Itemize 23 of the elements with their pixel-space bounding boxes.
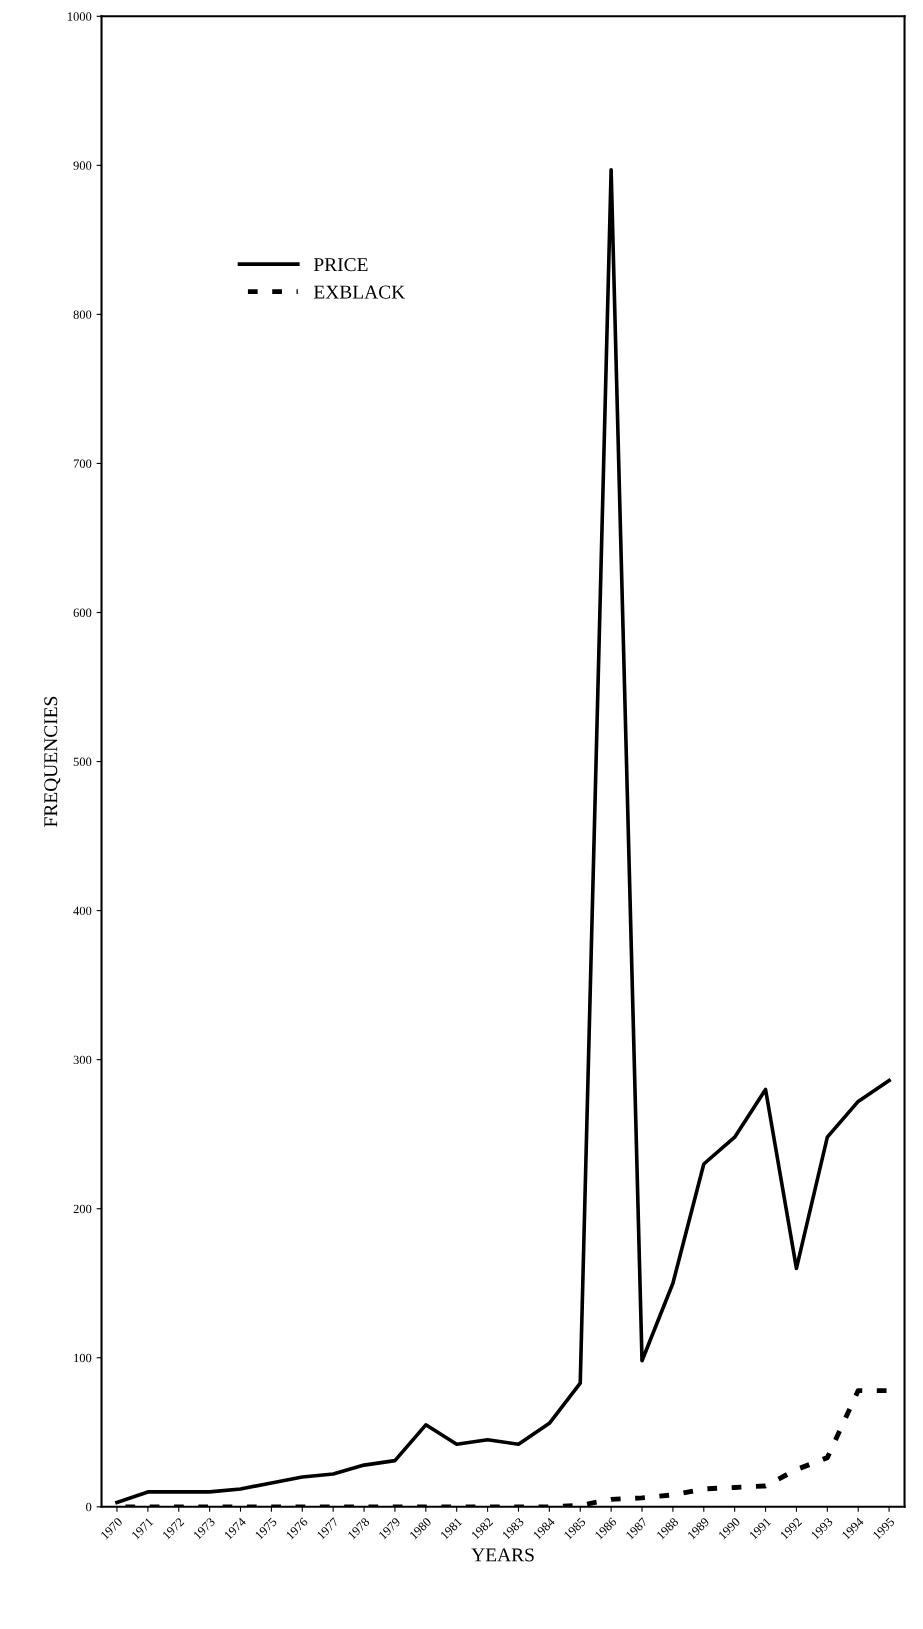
y-axis-title: FREQUENCIES [44,696,61,827]
x-tick-label: 1989 [687,1517,710,1540]
x-tick-label: 1973 [193,1517,216,1540]
y-tick-label: 400 [73,906,92,916]
y-tick-label: 300 [73,1055,92,1065]
y-tick-label: 600 [73,608,92,617]
x-tick-label: 1981 [440,1517,463,1540]
y-tick-label: 1000 [67,12,92,21]
x-tick-label: 1972 [162,1517,185,1540]
x-axis-title: YEARS [471,1548,534,1562]
y-tick-label: 500 [73,757,92,767]
y-tick-label: 200 [73,1204,92,1214]
y-tick-label: 800 [73,310,92,319]
x-tick-label: 1991 [748,1517,772,1540]
y-tick-label: 0 [86,1502,92,1512]
y-tick-label: 100 [74,1353,92,1363]
line-series [115,168,891,1505]
y-tick-label: 900 [73,161,92,170]
legend-label: EXBLACK [313,285,405,299]
x-tick-label: 1990 [718,1517,741,1540]
x-tick-label: 1982 [470,1517,494,1540]
y-tick-label: 700 [73,459,92,468]
legend-label: PRICE [313,258,368,272]
